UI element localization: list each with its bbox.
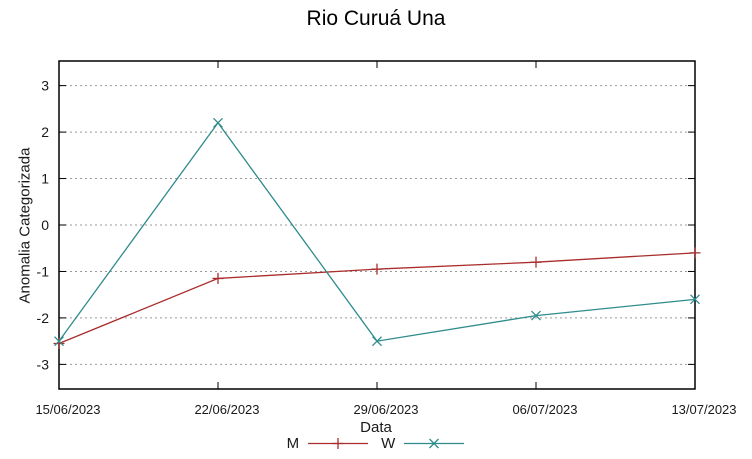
x-tick-label: 15/06/2023 bbox=[35, 402, 100, 417]
series-marker-plus-icon bbox=[530, 256, 542, 268]
series-marker-cross-icon bbox=[690, 294, 700, 305]
legend-item-W: W bbox=[381, 435, 465, 452]
plot-border bbox=[58, 60, 696, 390]
y-tick-label: 2 bbox=[41, 124, 49, 140]
legend-sample-M bbox=[308, 438, 369, 449]
y-tick-label: 3 bbox=[41, 78, 49, 94]
series-line-W bbox=[58, 121, 696, 342]
y-tick-label: -3 bbox=[37, 356, 50, 372]
legend-sample-W bbox=[404, 438, 465, 449]
series-marker-plus-icon bbox=[371, 263, 383, 275]
legend-marker-cross-icon bbox=[429, 438, 440, 449]
y-tick-label: -2 bbox=[37, 310, 50, 326]
series-marker-cross-icon bbox=[54, 336, 64, 347]
series-marker-plus-icon bbox=[689, 247, 701, 259]
legend-label: W bbox=[381, 435, 396, 452]
series-marker-cross-icon bbox=[531, 310, 541, 321]
x-tick-label: 29/06/2023 bbox=[353, 402, 418, 417]
legend-item-M: M bbox=[287, 435, 370, 452]
series-marker-cross-icon bbox=[372, 336, 382, 347]
series-marker-plus-icon bbox=[53, 337, 65, 349]
series-marker-plus-icon bbox=[212, 272, 224, 284]
y-tick-label: 0 bbox=[41, 217, 49, 233]
legend-marker-plus-icon bbox=[332, 438, 344, 449]
x-tick-label: 22/06/2023 bbox=[194, 402, 259, 417]
chart-title: Rio Curuá Una bbox=[306, 7, 446, 30]
y-tick-label: 1 bbox=[41, 171, 49, 187]
legend-label: M bbox=[286, 435, 300, 452]
x-tick-label: 13/07/2023 bbox=[671, 402, 736, 417]
x-axis-label: Data bbox=[360, 419, 392, 436]
series-marker-cross-icon bbox=[213, 117, 223, 128]
x-tick-label: 06/07/2023 bbox=[512, 402, 577, 417]
y-tick-label: -1 bbox=[37, 263, 50, 279]
